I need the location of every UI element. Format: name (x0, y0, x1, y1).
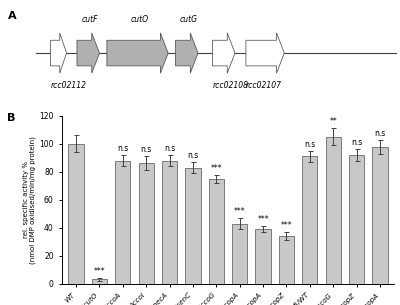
Text: n.s: n.s (351, 138, 362, 147)
Text: rcc02112: rcc02112 (50, 81, 86, 90)
Bar (326, 137, 341, 284)
Text: ***: *** (281, 221, 292, 230)
Text: ***: *** (210, 163, 222, 173)
Text: n.s: n.s (374, 129, 386, 138)
FancyArrow shape (212, 33, 235, 73)
Text: cutF: cutF (82, 15, 98, 24)
FancyArrow shape (77, 33, 100, 73)
Text: n.s: n.s (164, 144, 175, 153)
Bar (138, 163, 154, 284)
Text: A: A (8, 11, 17, 21)
Text: rcc02108: rcc02108 (212, 81, 248, 90)
FancyArrow shape (107, 33, 168, 73)
Y-axis label: rel. specific activity %
(nmol DMP oxidised/min/mg protein): rel. specific activity % (nmol DMP oxidi… (23, 136, 36, 264)
FancyArrow shape (176, 33, 198, 73)
Bar (302, 156, 318, 284)
Text: n.s: n.s (117, 144, 128, 153)
FancyArrow shape (50, 33, 66, 73)
FancyArrow shape (246, 33, 284, 73)
Bar (209, 179, 224, 284)
Text: cutG: cutG (180, 15, 198, 24)
Bar (92, 279, 107, 284)
Bar (162, 161, 177, 284)
Bar (68, 144, 84, 284)
Bar (185, 168, 200, 284)
Text: B: B (7, 113, 16, 123)
Text: cutO: cutO (130, 15, 148, 24)
Text: ***: *** (257, 215, 269, 224)
Bar (256, 229, 271, 284)
Text: n.s: n.s (304, 140, 316, 149)
Bar (349, 155, 364, 284)
Text: n.s: n.s (187, 151, 198, 160)
Bar (115, 161, 130, 284)
Bar (279, 236, 294, 284)
Text: ***: *** (94, 267, 105, 276)
Text: n.s: n.s (140, 145, 152, 154)
Text: ***: *** (234, 207, 246, 216)
Text: rcc02107: rcc02107 (246, 81, 282, 90)
Text: **: ** (329, 117, 337, 126)
Bar (232, 224, 247, 284)
Bar (372, 147, 388, 284)
